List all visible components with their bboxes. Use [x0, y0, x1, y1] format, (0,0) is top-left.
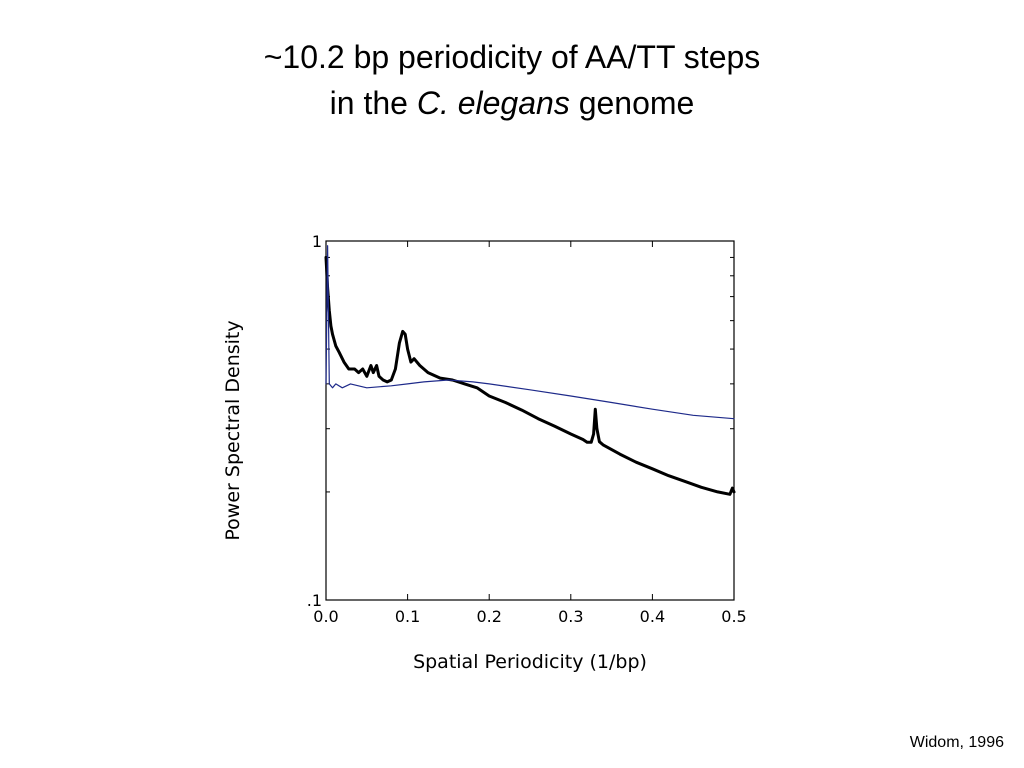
citation: Widom, 1996: [909, 734, 1004, 751]
x-tick-label: 0.2: [476, 607, 501, 626]
x-tick-label: 0.3: [558, 607, 583, 626]
x-tick-label: 0.5: [721, 607, 746, 626]
series-line-2: [325, 245, 735, 420]
title-line-2-prefix: in the: [329, 85, 417, 121]
title-species-name: C. elegans: [416, 85, 570, 121]
x-tick-label: 0.4: [640, 607, 665, 626]
title-line-2-suffix: genome: [569, 85, 695, 121]
x-tick-label: 0.0: [313, 607, 338, 626]
y-tick-label: 1: [312, 232, 322, 251]
title-line-1: ~10.2 bp periodicity of AA/TT steps: [263, 39, 761, 75]
x-axis-label: Spatial Periodicity (1/bp): [413, 651, 647, 673]
slide-title: ~10.2 bp periodicity of AA/TT steps in t…: [0, 34, 1024, 126]
y-axis-label: Power Spectral Density: [222, 320, 244, 540]
title-line-2: in the C. elegans genome: [0, 80, 1024, 126]
x-tick-label: 0.1: [395, 607, 420, 626]
y-tick-label: .1: [307, 591, 322, 610]
series-line-1: [324, 255, 736, 496]
plot-frame: [325, 240, 735, 601]
